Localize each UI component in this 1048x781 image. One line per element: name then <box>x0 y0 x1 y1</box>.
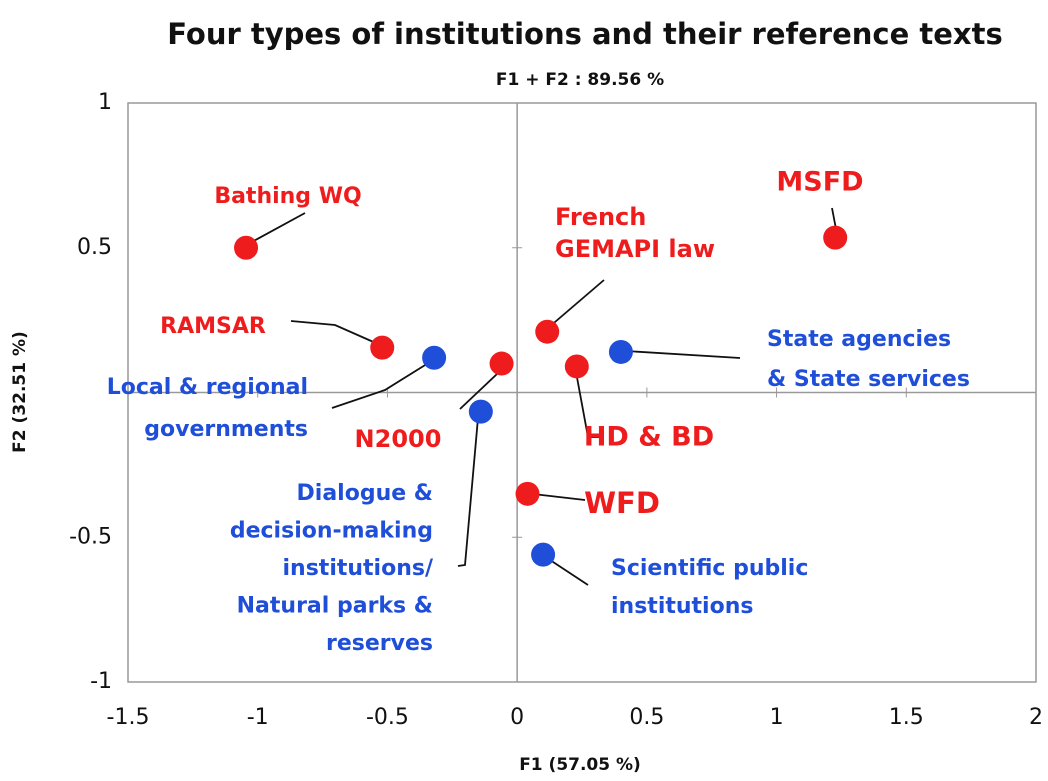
point <box>535 319 560 344</box>
x-axis-label: F1 (57.05 %) <box>519 755 641 775</box>
chart-title: Four types of institutions and their ref… <box>167 17 1002 51</box>
leader-line <box>532 493 586 501</box>
leader-line <box>831 207 837 230</box>
point <box>422 345 447 370</box>
point-label: institutions/ <box>283 556 434 581</box>
point <box>823 225 848 250</box>
leader-line <box>625 350 741 359</box>
point <box>608 339 633 364</box>
y-tick-label: -1 <box>90 669 112 694</box>
point-label: GEMAPI law <box>555 235 715 263</box>
point-label: WFD <box>584 486 660 520</box>
leader-line <box>331 361 431 409</box>
point-label: N2000 <box>355 425 442 453</box>
x-tick-label: 1 <box>770 705 784 730</box>
x-tick-label: 2 <box>1029 705 1043 730</box>
point-label: Local & regional <box>107 375 308 400</box>
y-tick-label: -0.5 <box>69 524 112 549</box>
point <box>564 354 589 379</box>
point-label: decision-making <box>230 519 433 544</box>
point-label: French <box>555 203 646 231</box>
point-label: Dialogue & <box>297 481 433 506</box>
point-label: State agencies <box>767 327 951 352</box>
point-label: MSFD <box>776 167 863 198</box>
x-tick-label: -1 <box>247 705 269 730</box>
chart-subtitle: F1 + F2 : 89.56 % <box>496 70 664 90</box>
x-tick-label: -1.5 <box>107 705 150 730</box>
point <box>515 481 540 506</box>
leader-line <box>547 279 605 329</box>
point <box>370 335 395 360</box>
point-label: governments <box>144 417 308 442</box>
leader-line <box>459 373 498 410</box>
point-label: institutions <box>611 594 753 619</box>
point <box>468 399 493 424</box>
point <box>234 235 259 260</box>
leader-line <box>546 557 589 586</box>
leader-line <box>290 320 379 345</box>
point-label: Bathing WQ <box>214 184 361 209</box>
point-label: HD & BD <box>584 422 714 453</box>
y-axis-label: F2 (32.51 %) <box>10 331 30 453</box>
y-tick-label: 1 <box>98 90 112 115</box>
x-tick-label: -0.5 <box>366 705 409 730</box>
point <box>489 351 514 376</box>
point-label: Natural parks & <box>237 594 433 619</box>
point <box>531 542 556 567</box>
point-label: Scientific public <box>611 556 808 581</box>
x-tick-label: 1.5 <box>889 705 924 730</box>
leader-line <box>249 212 306 244</box>
point-label: RAMSAR <box>160 314 266 339</box>
point-label: reserves <box>326 631 433 656</box>
point-label: & State services <box>767 367 970 392</box>
x-tick-label: 0.5 <box>629 705 664 730</box>
leader-line <box>457 417 479 567</box>
y-tick-label: 0.5 <box>77 235 112 260</box>
leader-line <box>575 371 600 438</box>
x-tick-label: 0 <box>510 705 524 730</box>
